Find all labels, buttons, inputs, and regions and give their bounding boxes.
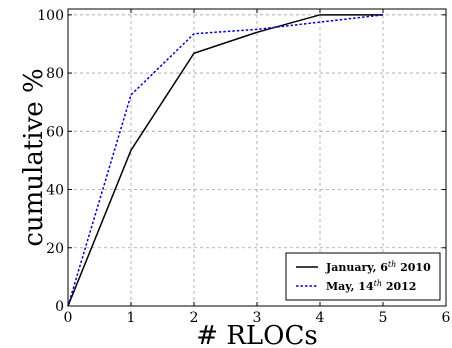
y-tick-label: 100 xyxy=(37,8,64,24)
series-line-1 xyxy=(67,14,383,307)
legend: January, 6th 2010 May, 14th 2012 xyxy=(285,252,441,301)
x-tick-label: 5 xyxy=(379,310,388,326)
x-tick-label: 0 xyxy=(64,310,73,326)
legend-box xyxy=(285,252,441,301)
x-tick-label: 4 xyxy=(316,310,325,326)
x-axis-label: # RLOCs xyxy=(196,321,317,348)
x-tick-label: 2 xyxy=(190,310,199,326)
legend-entry-2: May, 14th 2012 xyxy=(326,279,416,293)
y-axis: 0 20 40 60 80 100 xyxy=(37,8,446,315)
x-tick-label: 6 xyxy=(442,310,451,326)
y-tick-label: 40 xyxy=(46,183,64,199)
y-tick-label: 60 xyxy=(46,124,64,140)
y-axis-label: cumulative % xyxy=(19,68,49,246)
series-line-2 xyxy=(67,14,384,307)
y-tick-label: 80 xyxy=(46,66,64,82)
x-tick-label: 3 xyxy=(253,310,262,326)
legend-entry-1: January, 6th 2010 xyxy=(325,260,431,274)
x-axis: 0 1 2 3 4 5 6 xyxy=(64,9,451,326)
series-lines xyxy=(67,14,384,307)
x-tick-label: 1 xyxy=(127,310,136,326)
y-tick-label: 0 xyxy=(55,299,64,315)
y-tick-label: 20 xyxy=(46,241,64,257)
